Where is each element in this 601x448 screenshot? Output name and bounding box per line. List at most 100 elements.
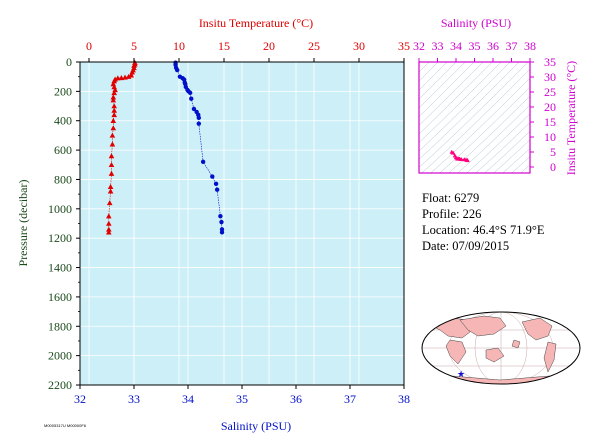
temperature-point — [106, 226, 112, 232]
density-contour — [419, 62, 484, 126]
temperature-point — [109, 132, 116, 138]
ts-density-contours — [419, 62, 530, 173]
temperature-point — [122, 74, 128, 80]
temperature-tick-label: 10 — [173, 39, 185, 53]
salinity-point — [175, 67, 180, 73]
float-location: Location: 46.4°S 71.9°E — [422, 223, 545, 237]
pressure-tick-label: 800 — [54, 172, 72, 186]
salinity-tick-label: 35 — [236, 392, 248, 406]
ts-temperature-tick-label: 10 — [544, 130, 556, 144]
pressure-tick-label: 600 — [54, 143, 72, 157]
density-contour — [529, 172, 530, 173]
temperature-point — [108, 170, 115, 176]
salinity-point — [218, 213, 223, 219]
salinity-point — [191, 106, 197, 112]
temperature-tick-label: 35 — [398, 39, 410, 53]
pressure-tick-label: 200 — [54, 84, 72, 98]
density-contour — [419, 62, 466, 109]
density-contour — [475, 122, 530, 173]
temperature-points — [106, 59, 138, 235]
ts-salinity-tick-label: 37 — [506, 39, 518, 53]
ts-temperature-tick-label: 35 — [544, 55, 556, 69]
density-contour — [457, 104, 530, 173]
world-map: ★ — [421, 311, 581, 385]
temperature-point — [110, 81, 117, 87]
density-contour — [419, 62, 511, 152]
salinity-point — [200, 159, 206, 165]
temperature-point — [106, 220, 112, 226]
density-contour — [484, 130, 530, 173]
temperature-tick-label: 25 — [308, 39, 320, 53]
ts-point — [451, 150, 456, 155]
ts-salinity-tick-label: 38 — [524, 39, 536, 53]
density-contour — [419, 62, 448, 91]
ts-salinity-tick-label: 33 — [432, 39, 444, 53]
temperature-point — [106, 229, 112, 235]
pressure-tick-label: 1200 — [48, 231, 72, 245]
ts-salinity-tick-label: 36 — [487, 39, 499, 53]
salinity-axis-title: Salinity (PSU) — [221, 419, 291, 433]
temperature-point — [125, 73, 132, 79]
temperature-point — [129, 69, 135, 75]
salinity-tick-label: 34 — [182, 392, 194, 406]
ts-point — [465, 158, 470, 163]
density-contour — [419, 62, 439, 82]
ts-temperature-tick-label: 5 — [550, 145, 556, 159]
salinity-point — [219, 219, 224, 225]
ts-salinity-tick-label: 34 — [450, 39, 462, 53]
density-contour — [419, 62, 520, 160]
temperature-point — [110, 125, 117, 131]
profile-axis-ticks: 0200400600800100012001400160018002000220… — [48, 39, 410, 406]
density-contour — [439, 86, 530, 173]
profile-date: Date: 07/09/2015 — [422, 239, 510, 253]
temperature-point — [106, 213, 112, 219]
temperature-point — [118, 75, 125, 81]
ts-temperature-tick-label: 25 — [544, 85, 556, 99]
float-id: Float: 6279 — [422, 191, 480, 205]
salinity-tick-label: 38 — [398, 392, 410, 406]
temperature-point — [128, 72, 135, 78]
density-contour — [430, 77, 530, 173]
ts-salinity-tick-label: 32 — [413, 39, 425, 53]
profile-chart: 0200400600800100012001400160018002000220… — [16, 16, 410, 433]
salinity-point — [219, 230, 225, 235]
ts-temperature-tick-label: 15 — [544, 115, 556, 129]
temperature-axis-title: Insitu Temperature (°C) — [199, 16, 313, 30]
pressure-axis-title: Pressure (decibar) — [16, 180, 30, 267]
temperature-point — [108, 153, 115, 159]
pressure-tick-label: 1800 — [48, 319, 72, 333]
salinity-point — [214, 187, 220, 192]
temperature-point — [112, 87, 118, 93]
map-land — [422, 312, 580, 384]
ts-point — [458, 157, 464, 161]
ts-temperature-tick-label: 30 — [544, 70, 556, 84]
temperature-point — [109, 141, 116, 147]
ts-salinity-tick-label: 35 — [469, 39, 481, 53]
temperature-point — [111, 103, 117, 109]
pressure-tick-label: 1400 — [48, 261, 72, 275]
temperature-point — [111, 84, 117, 90]
salinity-tick-label: 32 — [74, 392, 86, 406]
temperature-point — [106, 200, 113, 206]
temperature-point — [111, 107, 117, 113]
pressure-tick-label: 0 — [66, 55, 72, 69]
salinity-point — [196, 121, 201, 126]
density-contour — [419, 62, 475, 117]
salinity-point — [210, 174, 215, 179]
pressure-tick-label: 400 — [54, 114, 72, 128]
ts-salinity-axis-title: Salinity (PSU) — [441, 16, 511, 30]
pressure-tick-label: 2200 — [48, 378, 72, 392]
salinity-point — [189, 96, 194, 101]
pressure-tick-label: 2000 — [48, 349, 72, 363]
density-contour — [493, 139, 530, 173]
salinity-tick-label: 33 — [128, 392, 140, 406]
temperature-point — [110, 94, 117, 100]
density-contour — [419, 62, 493, 135]
map-frame — [421, 311, 581, 385]
density-contour — [511, 156, 530, 173]
density-contour — [466, 113, 530, 173]
density-contour — [419, 62, 502, 143]
ts-points — [449, 149, 470, 163]
